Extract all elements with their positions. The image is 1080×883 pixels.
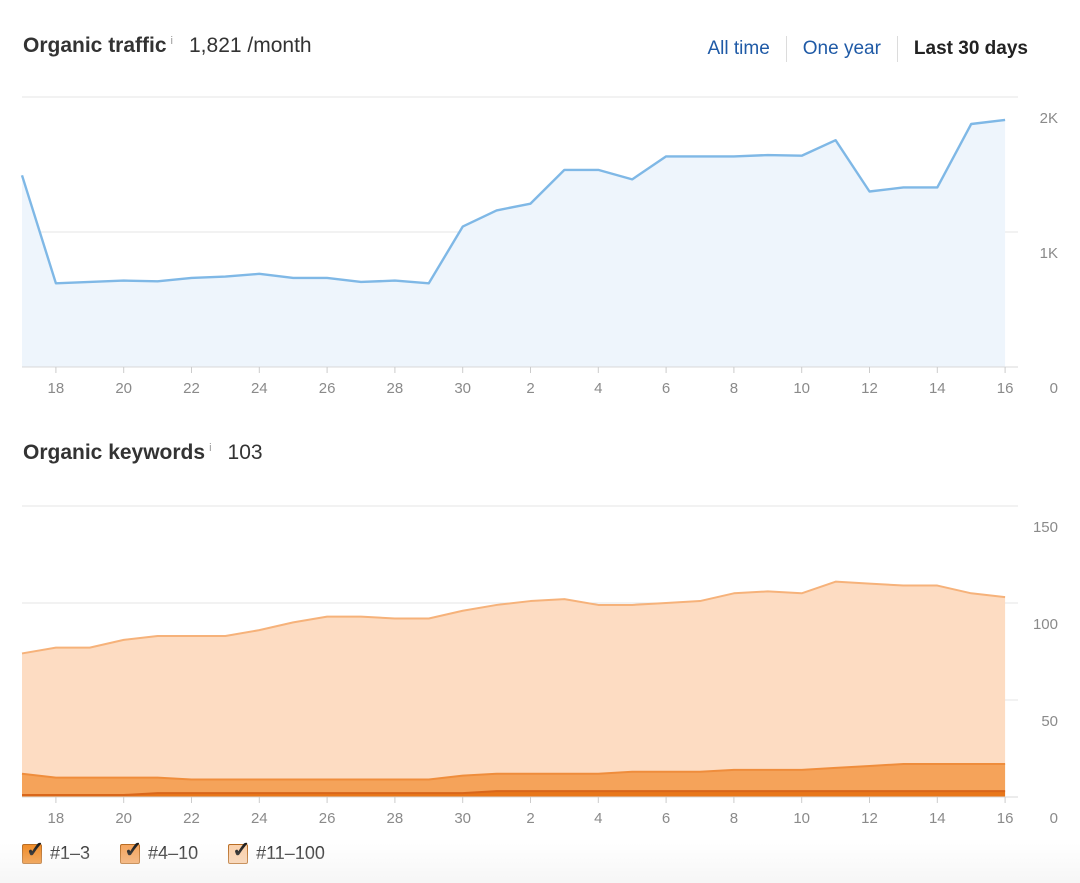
checkmark-icon: ✓ (124, 836, 143, 862)
traffic-value: 1,821 /month (189, 34, 312, 57)
x-tick-label: 24 (251, 810, 268, 827)
x-tick-label: 28 (387, 380, 404, 397)
y-tick-label: 0 (1050, 810, 1058, 827)
x-tick-label: 28 (387, 810, 404, 827)
x-tick-label: 20 (115, 380, 132, 397)
legend-checkbox[interactable]: ✓ (120, 838, 142, 864)
keywords-value: 103 (227, 441, 263, 464)
keywords-title: Organic keywords (23, 441, 206, 464)
traffic-title: Organic traffic (23, 34, 167, 57)
legend-item-top100[interactable]: ✓ #11–100 (228, 838, 325, 864)
x-tick-label: 6 (662, 380, 670, 397)
y-tick-label: 1K (1040, 245, 1058, 262)
x-tick-label: 4 (594, 810, 602, 827)
traffic-line (20, 118, 1006, 285)
x-tick-label: 8 (730, 380, 738, 397)
x-tick-label: 2 (526, 810, 534, 827)
tab-divider (896, 36, 898, 62)
x-tick-label: 26 (319, 810, 336, 827)
x-tick-label: 8 (730, 810, 738, 827)
legend-label: #4–10 (148, 843, 199, 863)
x-tick-label: 18 (48, 380, 65, 397)
checkmark-icon: ✓ (26, 836, 45, 862)
x-tick-label: 22 (183, 810, 200, 827)
keywords-legend: ✓ #1–3 ✓ #4–10 ✓ #11–100 (22, 838, 355, 864)
checkmark-icon: ✓ (232, 836, 251, 862)
keywords-series-line (21, 580, 1006, 655)
x-tick-label: 12 (861, 380, 878, 397)
legend-label: #11–100 (256, 843, 325, 863)
keywords-series-line (22, 790, 1006, 797)
y-tick-label: 2K (1040, 110, 1058, 127)
x-tick-label: 14 (929, 380, 946, 397)
x-tick-label: 12 (861, 810, 878, 827)
y-tick-label: 150 (1033, 519, 1058, 536)
x-tick-label: 2 (526, 380, 534, 397)
y-tick-label: 0 (1050, 380, 1058, 397)
x-tick-label: 18 (48, 810, 65, 827)
x-tick-label: 16 (997, 810, 1014, 827)
x-tick-label: 4 (594, 380, 602, 397)
x-tick-label: 20 (115, 810, 132, 827)
keywords-area (22, 791, 1006, 797)
keywords-series-line (21, 763, 1006, 781)
x-tick-label: 30 (454, 380, 471, 397)
keywords-area (22, 581, 1006, 780)
x-tick-label: 10 (793, 380, 810, 397)
legend-checkbox[interactable]: ✓ (22, 838, 44, 864)
traffic-info-icon[interactable]: i (170, 35, 173, 47)
keywords-header: Organic keywords i 103 (23, 441, 263, 465)
x-tick-label: 6 (662, 810, 670, 827)
tab-last-30-days[interactable]: Last 30 days (913, 38, 1028, 59)
tab-one-year[interactable]: One year (802, 38, 881, 59)
tab-divider (785, 36, 787, 62)
x-tick-label: 14 (929, 810, 946, 827)
date-range-tabs: All time One year Last 30 days (707, 36, 1028, 62)
x-tick-label: 22 (183, 380, 200, 397)
x-tick-label: 24 (251, 380, 268, 397)
traffic-header: Organic traffic i 1,821 /month (23, 34, 312, 58)
tab-all-time[interactable]: All time (707, 38, 770, 59)
y-tick-label: 100 (1033, 616, 1058, 633)
x-tick-label: 30 (454, 810, 471, 827)
keywords-info-icon[interactable]: i (209, 442, 212, 454)
legend-item-top3[interactable]: ✓ #1–3 (22, 838, 91, 864)
x-tick-label: 16 (997, 380, 1014, 397)
traffic-area (22, 119, 1006, 367)
legend-checkbox[interactable]: ✓ (228, 838, 251, 864)
x-tick-label: 10 (793, 810, 810, 827)
legend-label: #1–3 (50, 843, 91, 863)
y-tick-label: 50 (1041, 713, 1058, 730)
x-tick-label: 26 (319, 380, 336, 397)
keywords-area (22, 764, 1006, 796)
legend-item-top10[interactable]: ✓ #4–10 (120, 838, 199, 864)
